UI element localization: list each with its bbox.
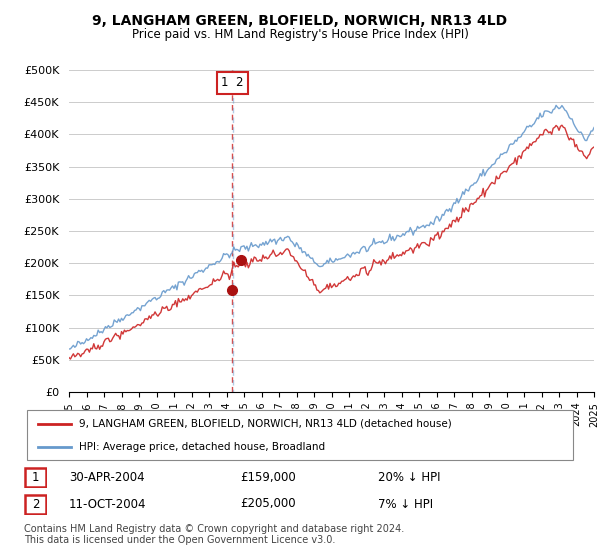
Text: 1  2: 1 2 (221, 76, 244, 90)
Text: 9, LANGHAM GREEN, BLOFIELD, NORWICH, NR13 4LD (detached house): 9, LANGHAM GREEN, BLOFIELD, NORWICH, NR1… (79, 419, 452, 429)
Text: 2: 2 (32, 498, 39, 511)
Text: 11-OCT-2004: 11-OCT-2004 (69, 497, 146, 511)
Text: HPI: Average price, detached house, Broadland: HPI: Average price, detached house, Broa… (79, 442, 325, 452)
Text: £205,000: £205,000 (240, 497, 296, 511)
FancyBboxPatch shape (25, 468, 46, 487)
Text: Contains HM Land Registry data © Crown copyright and database right 2024.
This d: Contains HM Land Registry data © Crown c… (24, 524, 404, 545)
Text: £159,000: £159,000 (240, 470, 296, 484)
Text: 30-APR-2004: 30-APR-2004 (69, 470, 145, 484)
FancyBboxPatch shape (25, 495, 46, 514)
Text: 1: 1 (32, 471, 39, 484)
Text: 20% ↓ HPI: 20% ↓ HPI (378, 470, 440, 484)
Text: 9, LANGHAM GREEN, BLOFIELD, NORWICH, NR13 4LD: 9, LANGHAM GREEN, BLOFIELD, NORWICH, NR1… (92, 14, 508, 28)
Text: 7% ↓ HPI: 7% ↓ HPI (378, 497, 433, 511)
Text: Price paid vs. HM Land Registry's House Price Index (HPI): Price paid vs. HM Land Registry's House … (131, 28, 469, 41)
FancyBboxPatch shape (27, 410, 573, 460)
